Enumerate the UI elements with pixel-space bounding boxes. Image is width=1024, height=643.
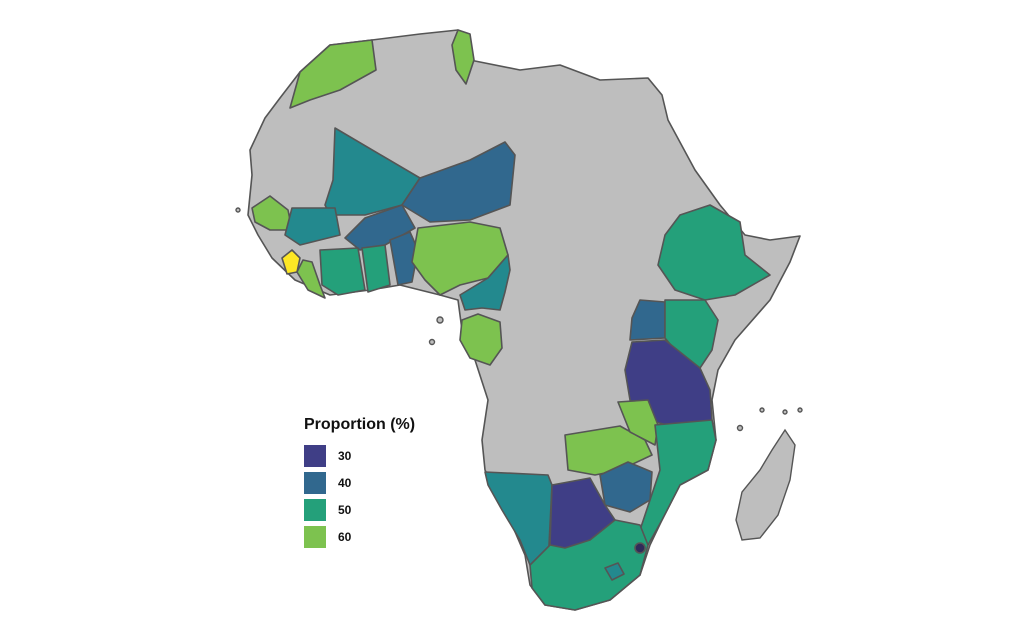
islands — [235, 207, 803, 541]
island-sao-tome — [428, 338, 436, 346]
country-eswatini — [634, 542, 646, 554]
island-comoros-3 — [782, 409, 788, 415]
country-morocco — [289, 39, 377, 109]
country-guinea — [284, 207, 341, 246]
country-mozambique — [639, 419, 717, 546]
island-cape-verde — [235, 207, 241, 213]
legend-swatch-30 — [304, 444, 326, 467]
country-gabon — [459, 313, 503, 366]
legend-label-40: 40 — [338, 475, 352, 490]
legend-label-50: 50 — [338, 502, 352, 517]
country-ethiopia — [657, 204, 771, 301]
country-ghana — [361, 244, 391, 293]
island-bioko — [436, 316, 444, 324]
country-niger — [401, 141, 516, 223]
legend-label-30: 30 — [338, 448, 352, 463]
country-nigeria — [411, 221, 509, 296]
legend-swatch-50 — [304, 498, 326, 521]
legend-swatch-60 — [304, 525, 326, 548]
country-south-africa — [529, 519, 649, 611]
country-uganda — [629, 299, 666, 341]
country-regions — [247, 29, 801, 611]
legend-item: 50 — [304, 496, 415, 523]
island-comoros-2 — [759, 407, 765, 413]
legend-title: Proportion (%) — [304, 416, 416, 433]
country-namibia — [484, 471, 553, 566]
legend-swatch-40 — [304, 471, 326, 494]
country-tunisia — [451, 29, 475, 85]
country-burkina-faso — [344, 204, 416, 251]
map-legend: Proportion (%) 30 40 50 60 — [304, 416, 415, 550]
country-cameroon — [459, 254, 511, 311]
island-madagascar — [735, 428, 796, 541]
island-comoros-1 — [736, 424, 744, 432]
legend-item: 30 — [304, 442, 415, 469]
country-lesotho — [604, 562, 625, 581]
country-cote-divoire — [319, 247, 366, 296]
country-sierra-leone — [281, 249, 301, 275]
legend-label-60: 60 — [338, 529, 352, 544]
island-comoros-4 — [797, 407, 803, 413]
country-liberia — [296, 259, 326, 299]
legend-item: 40 — [304, 469, 415, 496]
legend-item: 60 — [304, 523, 415, 550]
